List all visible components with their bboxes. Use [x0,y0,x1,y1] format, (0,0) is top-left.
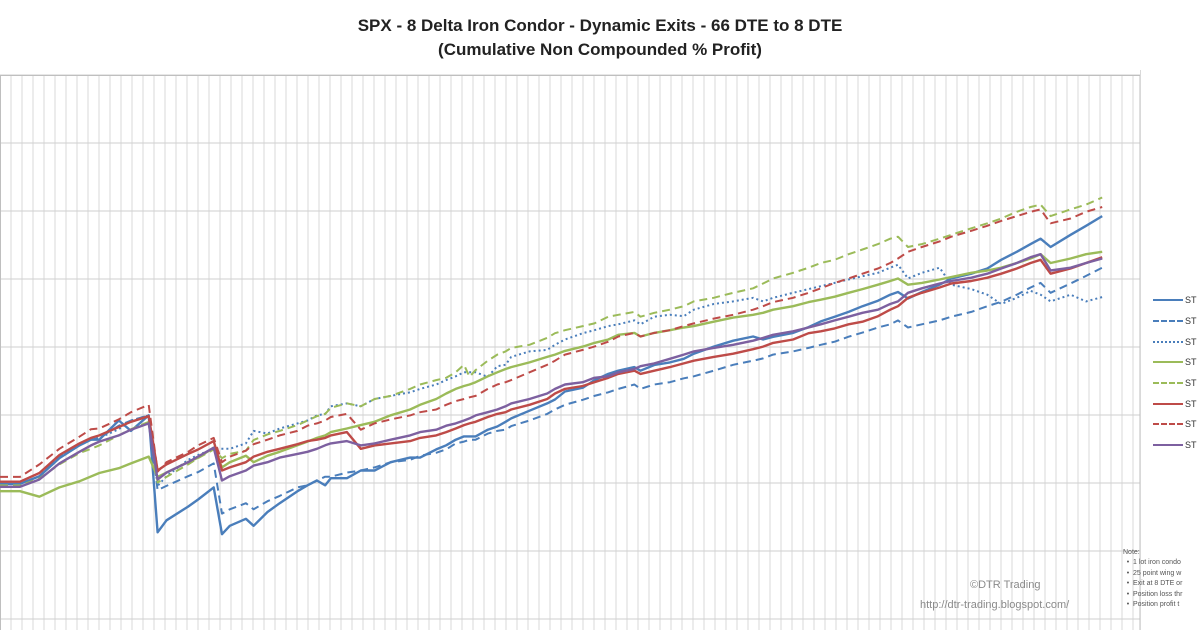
notes-heading: Note: [1123,549,1140,556]
legend-item: ST [1153,414,1200,435]
legend-swatch [1153,382,1183,385]
blog-url: http://dtr-trading.blogspot.com/ [920,599,1070,611]
legend-item: ST [1153,435,1200,456]
legend-item: ST [1153,331,1200,352]
notes-box: Note: 1 lot iron condo 25 point wing w E… [1123,548,1200,610]
note-item: Position loss thr [1123,590,1200,600]
legend-swatch [1153,423,1183,426]
note-item: Position profit t [1123,600,1200,610]
grid-lines [0,74,1141,630]
chart-subtitle: (Cumulative Non Compounded % Profit) [438,40,762,59]
note-item: 1 lot iron condo [1123,558,1200,568]
legend-swatch [1153,340,1183,343]
legend-item: ST [1153,311,1200,332]
legend-label: ST [1185,295,1197,306]
legend-swatch [1153,299,1183,302]
series-line-3 [0,263,1103,487]
legend-item: ST [1153,373,1200,394]
legend-label: ST [1185,357,1197,368]
legend-label: ST [1185,419,1197,430]
series-line-8 [0,252,1103,488]
legend-item: ST [1153,290,1200,311]
copyright-text: ©DTR Trading [970,579,1041,591]
legend-item: ST [1153,393,1200,414]
series-line-5 [0,196,1103,487]
legend-label: ST [1185,336,1197,347]
legend-item: ST [1153,352,1200,373]
note-item: 25 point wing w [1123,569,1200,579]
legend-frame [1140,70,1200,630]
legend-swatch [1153,402,1183,405]
legend-swatch [1153,444,1183,447]
note-item: Exit at 8 DTE or [1123,579,1200,589]
legend-label: ST [1185,440,1197,451]
series-line-1 [0,215,1103,536]
legend-label: ST [1185,398,1197,409]
chart-title: SPX - 8 Delta Iron Condor - Dynamic Exit… [357,16,843,35]
series-line-7 [0,206,1103,478]
legend-label: ST [1185,316,1197,327]
legend-label: ST [1185,378,1197,389]
series-line-2 [0,266,1103,515]
series-lines [0,196,1103,536]
series-line-6 [0,256,1103,483]
notes-list: 1 lot iron condo 25 point wing w Exit at… [1123,558,1200,610]
legend-swatch [1153,361,1183,364]
legend-swatch [1153,320,1183,323]
chart-legend: ST ST ST ST ST ST ST ST [1153,290,1200,456]
